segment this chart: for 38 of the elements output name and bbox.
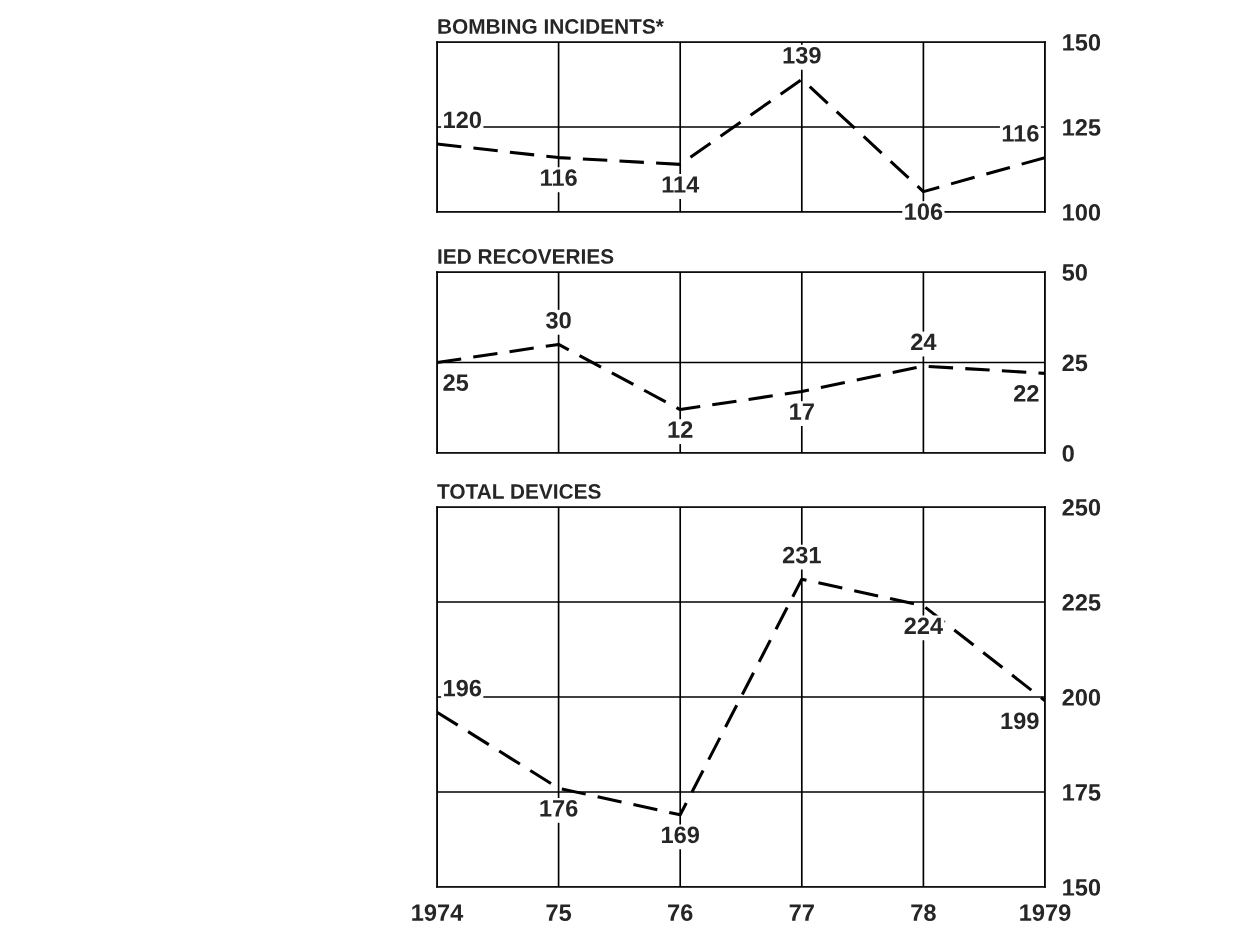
data-label: 12 bbox=[668, 421, 693, 438]
data-label: 176 bbox=[540, 799, 578, 817]
data-label: 24 bbox=[911, 333, 937, 351]
x-tick-label: 78 bbox=[911, 904, 936, 922]
x-tick-label: 77 bbox=[789, 904, 814, 921]
data-label: 224 bbox=[904, 617, 943, 635]
data-label: 231 bbox=[782, 546, 821, 564]
data-label: 22 bbox=[1014, 385, 1039, 402]
data-label: 116 bbox=[1002, 125, 1039, 142]
y-tick-label: 250 bbox=[1062, 499, 1101, 516]
data-label: 196 bbox=[444, 679, 482, 697]
y-tick-label: 0 bbox=[1062, 445, 1074, 462]
y-tick-label: 200 bbox=[1062, 689, 1101, 706]
y-tick-label: 125 bbox=[1063, 119, 1101, 136]
data-label: 30 bbox=[546, 311, 571, 329]
y-tick-label: 25 bbox=[1062, 354, 1088, 372]
data-label: 139 bbox=[783, 46, 821, 64]
y-tick-label: 50 bbox=[1062, 264, 1087, 281]
chart-title: TOTAL DEVICES bbox=[437, 484, 601, 499]
y-tick-label: 150 bbox=[1063, 879, 1101, 896]
y-tick-label: 225 bbox=[1062, 594, 1101, 611]
chart-title: BOMBING INCIDENTS* bbox=[438, 19, 664, 34]
x-tick-label: 75 bbox=[546, 904, 572, 922]
x-tick-label: 1979 bbox=[1020, 904, 1071, 922]
y-tick-label: 175 bbox=[1063, 784, 1101, 801]
data-label: 120 bbox=[444, 111, 481, 129]
x-tick-label: 76 bbox=[668, 904, 693, 922]
y-tick-label: 100 bbox=[1063, 204, 1101, 221]
data-label: 25 bbox=[443, 374, 469, 391]
y-tick-label: 150 bbox=[1063, 34, 1101, 51]
data-label: 199 bbox=[1001, 712, 1039, 730]
data-label: 17 bbox=[790, 403, 814, 420]
data-label: 106 bbox=[905, 203, 943, 221]
chart-title: IED RECOVERIES bbox=[438, 249, 614, 264]
data-label: 169 bbox=[661, 826, 700, 844]
data-label: 114 bbox=[662, 176, 700, 193]
data-label: 116 bbox=[541, 169, 577, 187]
x-tick-label: 1974 bbox=[412, 904, 464, 922]
